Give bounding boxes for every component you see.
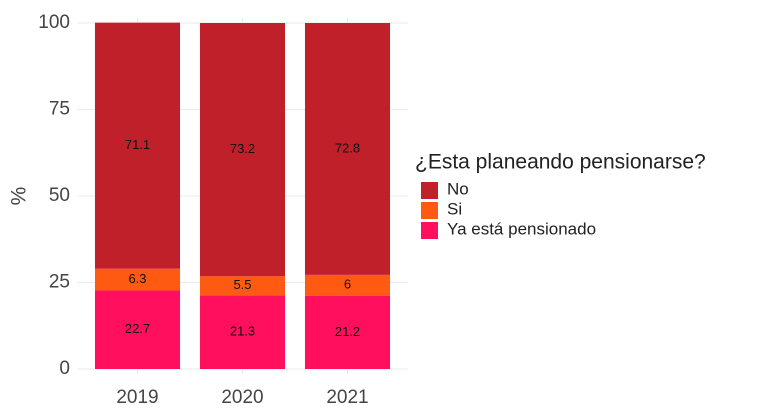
y-axis-label: % <box>8 187 31 206</box>
x-tick-label: 2020 <box>221 387 263 408</box>
bar-segment <box>199 276 286 296</box>
y-tick-label: 0 <box>59 358 70 379</box>
bar-segment <box>94 22 181 269</box>
bar-segment <box>94 290 181 369</box>
legend-label: Ya está pensionado <box>447 219 596 238</box>
data-label: 22.7 <box>125 321 150 336</box>
bar-segment <box>304 274 391 296</box>
data-label: 73.2 <box>230 141 255 156</box>
legend-swatch <box>421 222 438 239</box>
data-label: 5.5 <box>233 277 251 292</box>
bar-segment <box>94 268 181 291</box>
bar-segment <box>304 23 391 275</box>
x-tick-label: 2021 <box>326 387 368 408</box>
y-tick-label: 25 <box>49 272 70 293</box>
legend-label: No <box>447 179 469 198</box>
data-label: 71.1 <box>125 137 150 152</box>
data-label: 6 <box>344 277 351 292</box>
bar-segment <box>199 23 286 277</box>
y-tick-label: 50 <box>49 185 70 206</box>
y-tick-label: 75 <box>49 99 70 120</box>
legend-label: Si <box>447 199 462 218</box>
bar-segment <box>304 295 391 369</box>
y-tick-label: 100 <box>38 12 70 33</box>
data-label: 72.8 <box>335 140 360 155</box>
legend-swatch <box>421 182 438 199</box>
data-label: 21.2 <box>335 324 360 339</box>
data-label: 6.3 <box>128 271 146 286</box>
bar-segment <box>199 295 286 369</box>
x-tick-label: 2019 <box>116 387 158 408</box>
legend-title: ¿Esta planeando pensionarse? <box>415 151 706 174</box>
data-label: 21.3 <box>230 324 255 339</box>
legend-swatch <box>421 202 438 219</box>
